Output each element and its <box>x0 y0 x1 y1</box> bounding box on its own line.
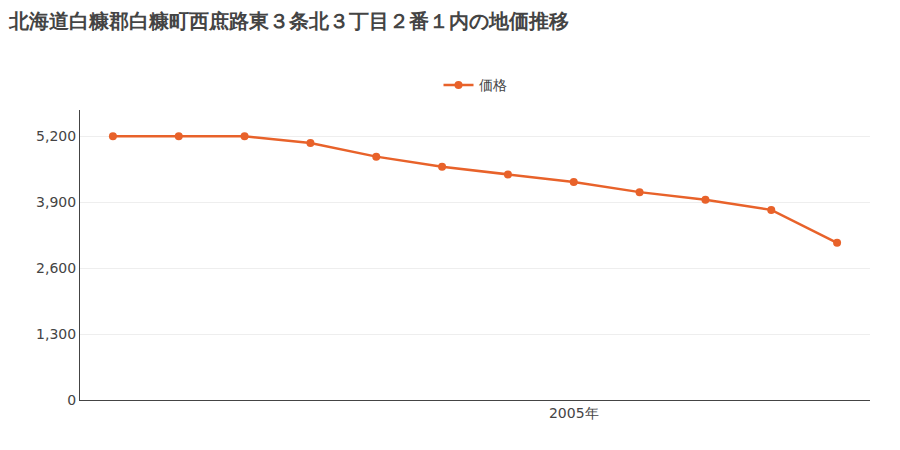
svg-text:3,900: 3,900 <box>36 194 76 210</box>
svg-text:2,600: 2,600 <box>36 260 76 276</box>
svg-text:1,300: 1,300 <box>36 326 76 342</box>
svg-text:5,200: 5,200 <box>36 128 76 144</box>
svg-text:価格: 価格 <box>479 77 507 93</box>
svg-text:2005年: 2005年 <box>549 405 599 421</box>
svg-text:北海道白糠郡白糠町西庶路東３条北３丁目２番１内の地価推移: 北海道白糠郡白糠町西庶路東３条北３丁目２番１内の地価推移 <box>8 9 569 33</box>
svg-text:0: 0 <box>67 392 76 408</box>
